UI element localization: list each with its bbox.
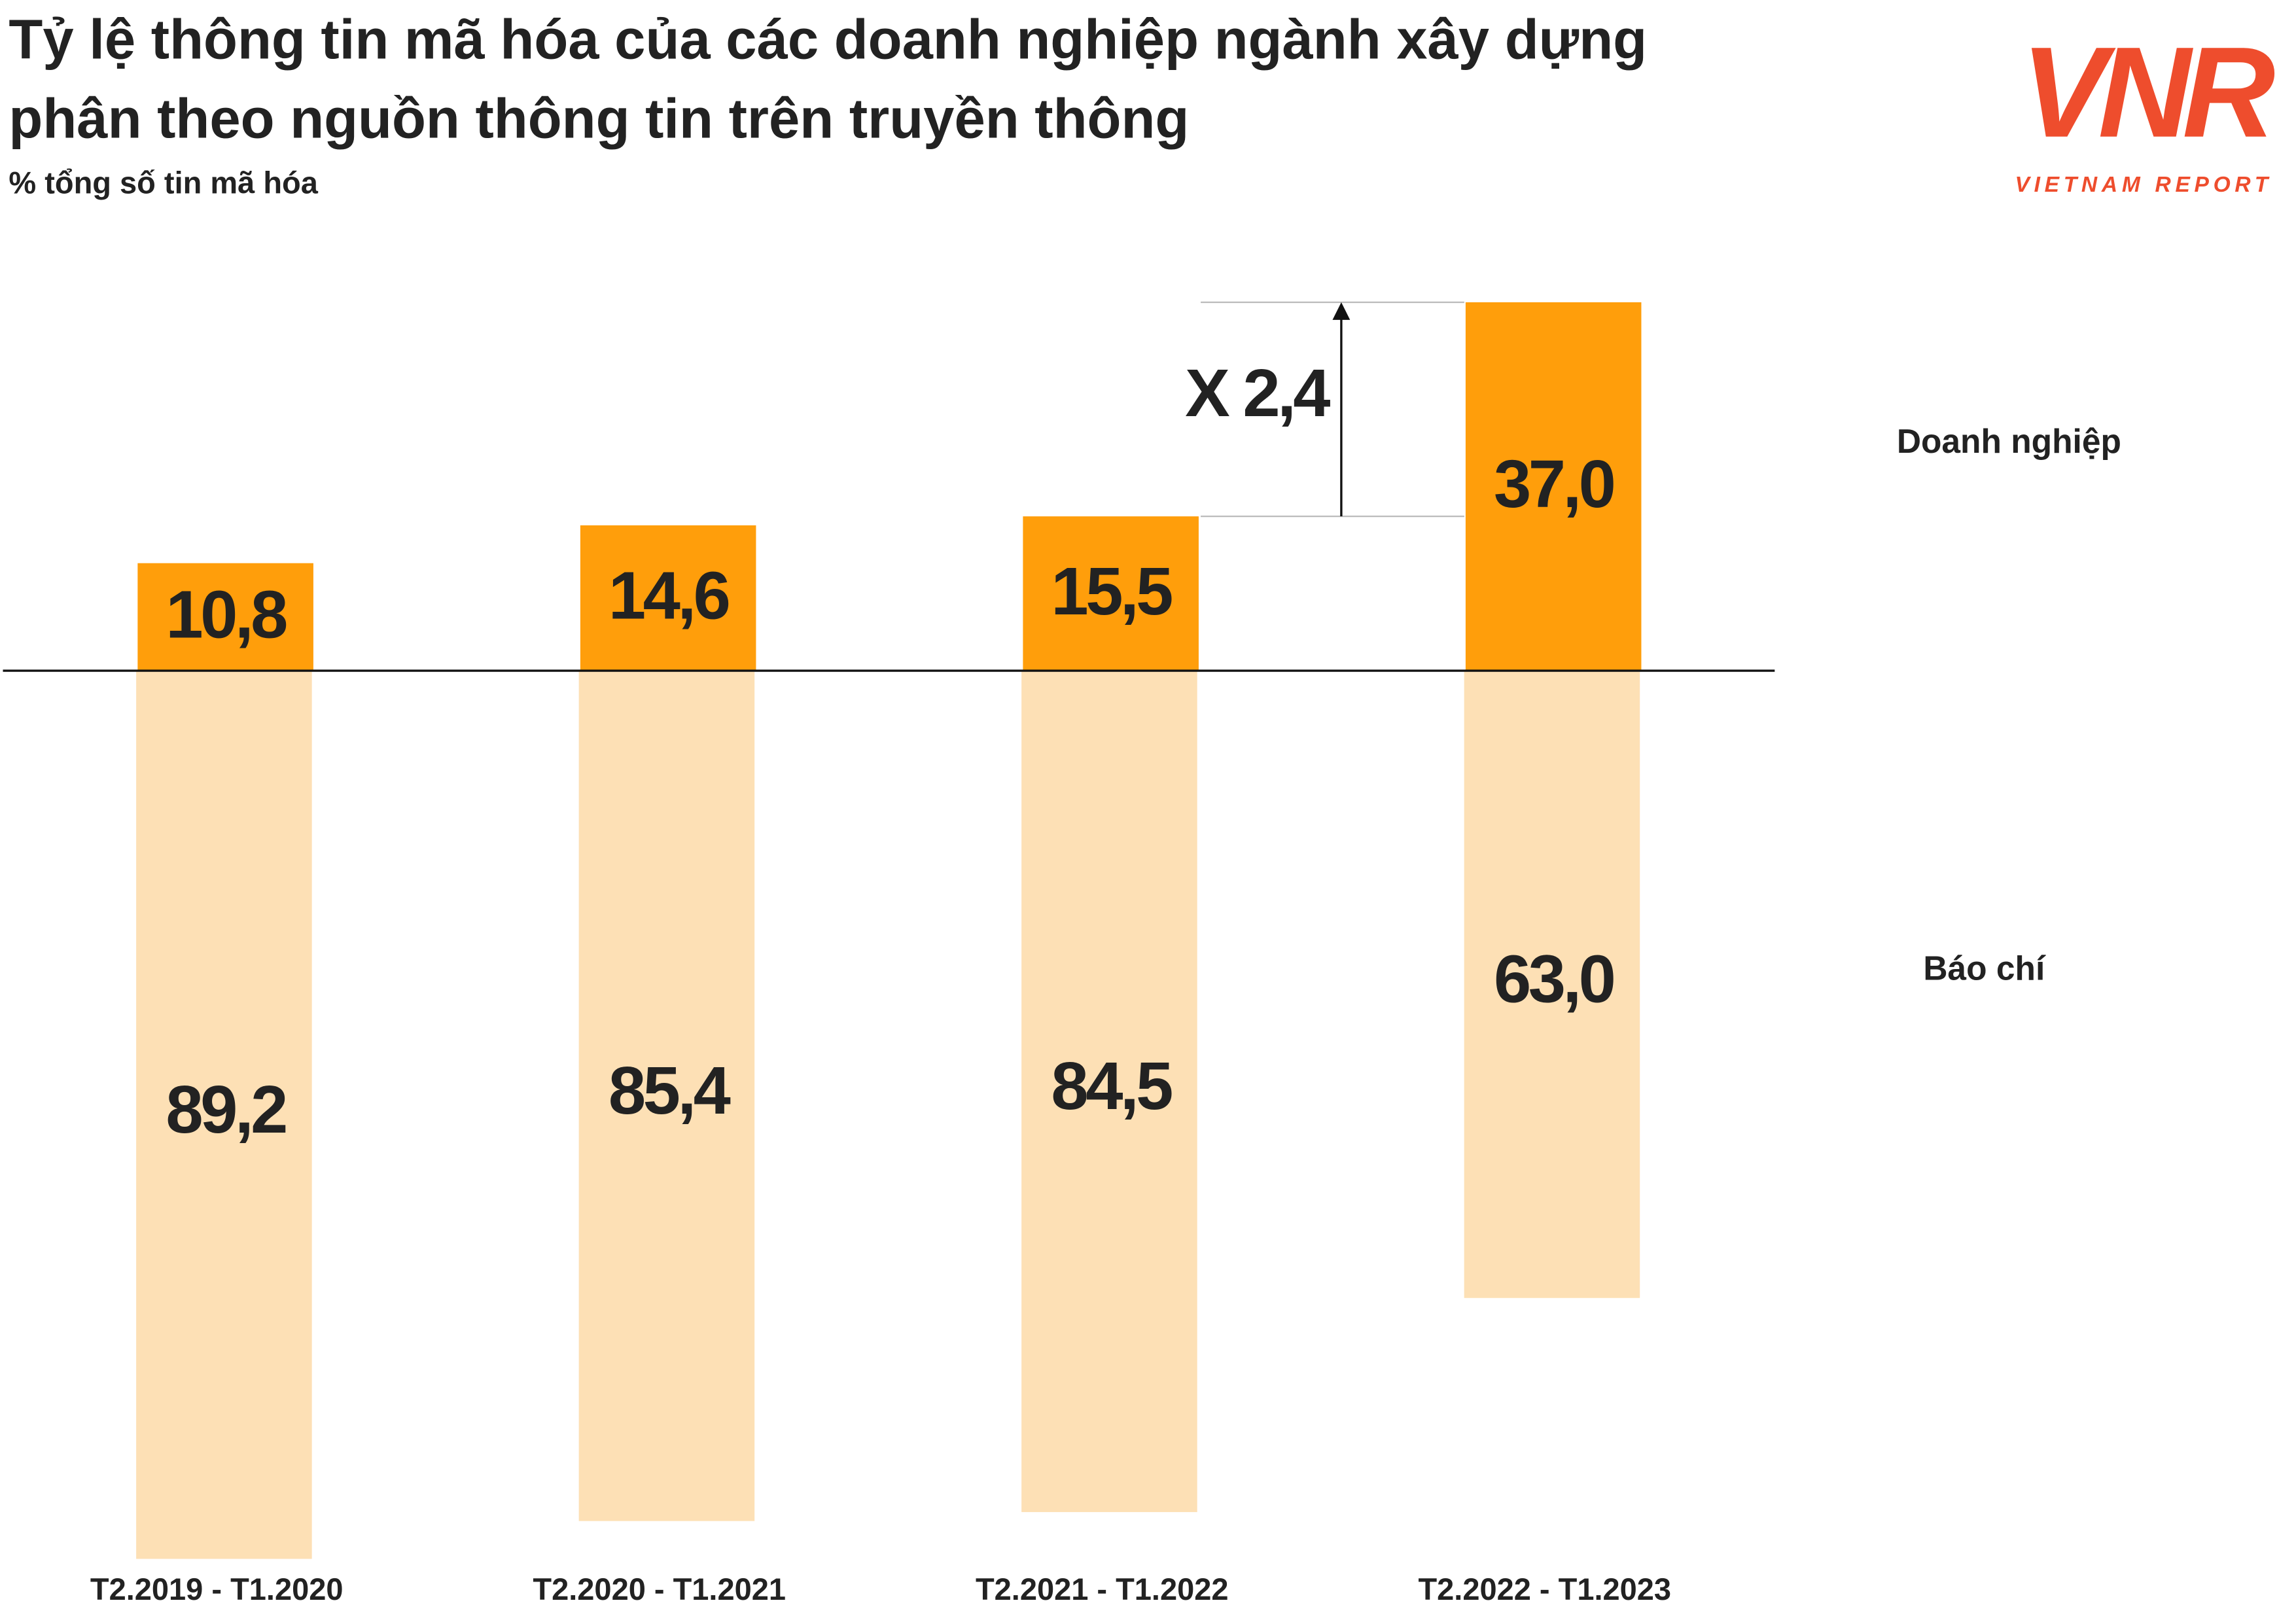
chart-subtitle: % tổng số tin mã hóa [9,165,318,200]
bar [1465,302,1642,671]
arrow-head [1332,302,1351,320]
bar [1021,671,1197,1512]
logo-text: VNR [2021,20,2275,164]
legend-label: Doanh nghiệp [1897,422,2121,460]
bar [1023,516,1199,671]
chart-title: Tỷ lệ thông tin mã hóa của các doanh ngh… [9,9,1647,71]
x-tick-label: T2.2020 - T1.2021 [533,1572,786,1606]
logo: VNR VIETNAM REPORT [2015,20,2284,197]
data-label: 84,5 [1051,1048,1172,1123]
bar [578,671,755,1521]
data-label: 37,0 [1494,446,1614,521]
bar [1464,671,1640,1298]
bar [136,671,312,1559]
x-tick-label: T2.2021 - T1.2022 [976,1572,1229,1606]
data-label: 85,4 [609,1053,731,1128]
data-label: 89,2 [166,1072,286,1147]
logo-caption: VIETNAM REPORT [2015,173,2272,197]
bar [580,525,756,671]
data-label: 14,6 [609,558,729,633]
x-tick-label: T2.2019 - T1.2020 [90,1572,344,1606]
x-tick-label: T2.2022 - T1.2023 [1418,1572,1671,1606]
data-label: 63,0 [1494,942,1614,1017]
data-label: 10,8 [166,577,287,652]
bar [137,563,313,671]
chart-title: phân theo nguồn thông tin trên truyền th… [9,88,1189,150]
legend-label: Báo chí [1923,949,2046,987]
annotation: X 2,4 [1185,355,1330,431]
data-label: 15,5 [1051,554,1172,629]
